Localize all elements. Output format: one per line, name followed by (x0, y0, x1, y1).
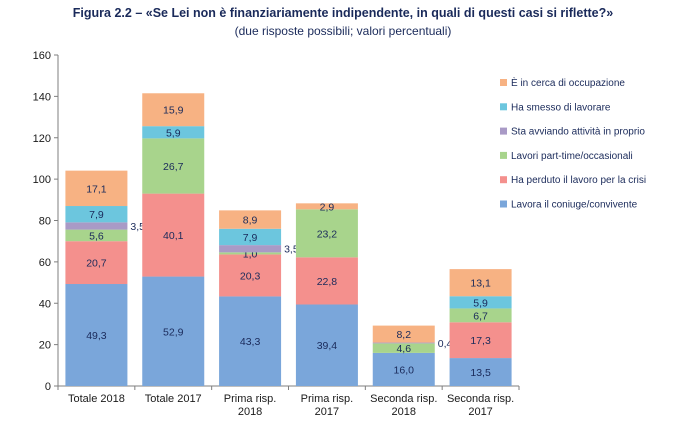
bar-segment (65, 170, 128, 207)
bar-segment (295, 209, 358, 258)
bar-segment (295, 257, 358, 305)
bar-segment (65, 206, 128, 223)
legend-label: È in cerca di occupazione (511, 76, 625, 89)
chart-bars: 49,3 20,7 5,6 3,5 7,9 17,1 52,9 40,1 26,7 5,9 15,9… (65, 93, 512, 386)
bar-segment (219, 252, 282, 255)
y-tick-label: 40 (39, 298, 51, 310)
bar-segment (372, 352, 435, 386)
bar-segment (65, 229, 128, 242)
data-label: 13,5 (470, 367, 491, 379)
y-tick-label: 0 (45, 381, 51, 393)
data-label: 8,2 (396, 329, 411, 341)
data-label: 20,7 (86, 258, 107, 270)
y-tick-label: 120 (33, 133, 51, 145)
bar-segment (219, 254, 282, 297)
x-tick-label: Totale 2018 (68, 393, 125, 405)
legend-swatch (500, 151, 507, 159)
data-label: 52,9 (163, 326, 184, 338)
legend-swatch (500, 127, 507, 135)
y-tick-label: 100 (33, 174, 51, 186)
chart-legend: È in cerca di occupazione Ha smesso di la… (500, 76, 646, 211)
data-label: 43,3 (240, 336, 261, 348)
y-tick-label: 80 (39, 216, 51, 228)
x-tick-label: Totale 2017 (145, 393, 202, 405)
data-label: 39,4 (317, 340, 338, 352)
data-label: 20,3 (240, 270, 261, 282)
legend-swatch (500, 79, 507, 86)
bar-segment (449, 308, 512, 323)
legend-label: Ha perduto il lavoro per la crisi (511, 175, 646, 186)
legend-label: Lavora il coniuge/convivente (511, 200, 638, 211)
chart-title: Figura 2.2 – «Se Lei non è finanziariame… (72, 6, 614, 20)
legend-swatch (500, 176, 507, 184)
bar-segment (449, 269, 512, 297)
legend-swatch (500, 103, 507, 111)
data-label: 22,8 (317, 276, 338, 288)
y-tick-label: 60 (39, 257, 51, 269)
data-label: 2,9 (320, 201, 335, 213)
bar-segment (449, 358, 512, 386)
bar-segment (295, 304, 358, 386)
bar-segment (449, 296, 512, 309)
bar-segment (65, 222, 128, 230)
bar-segment (372, 342, 435, 344)
legend-label: Lavori part-time/occasionali (511, 151, 633, 162)
data-label: 7,9 (89, 209, 104, 221)
bar-segment (65, 284, 128, 386)
x-tick-label: Prima risp. 2018 (224, 393, 277, 418)
data-label: 15,9 (163, 105, 184, 117)
data-label: 23,2 (317, 228, 338, 240)
bar-segment (219, 210, 282, 229)
data-label: 8,9 (243, 215, 258, 227)
data-label: 26,7 (163, 161, 184, 173)
chart-axes: 0 20 40 60 80 100 120 140 160 Totale 2018 Totale 2… (33, 50, 520, 418)
x-tick-label: Seconda risp. 2018 (370, 393, 437, 418)
bar-segment (142, 193, 205, 277)
data-label: 5,9 (166, 127, 181, 139)
bar-segment (142, 276, 205, 386)
data-label: 0,4 (438, 338, 453, 350)
data-label: 5,6 (89, 230, 104, 242)
bar-segment (142, 138, 205, 194)
bar-segment (65, 241, 128, 285)
data-label: 4,6 (396, 343, 411, 355)
data-label: 7,9 (243, 232, 258, 244)
data-label: 5,9 (473, 297, 488, 309)
y-tick-label: 140 (33, 91, 51, 103)
bar-segment (372, 325, 435, 343)
bar-segment (219, 245, 282, 253)
data-label: 6,7 (473, 310, 488, 322)
legend-swatch (500, 200, 507, 208)
legend-label: Sta avviando attività in proprio (511, 127, 645, 138)
data-label: 3,5 (130, 221, 145, 233)
data-label: 17,3 (470, 335, 491, 347)
bar-segment (142, 126, 205, 139)
data-label: 13,1 (470, 278, 491, 290)
x-tick-label: Prima risp. 2017 (301, 393, 354, 418)
data-label: 40,1 (163, 230, 184, 242)
bar-segment (295, 203, 358, 210)
y-tick-label: 20 (39, 340, 51, 352)
legend-label: Ha smesso di lavorare (511, 102, 611, 113)
y-tick-label: 160 (33, 50, 51, 62)
data-label: 3,5 (284, 244, 299, 256)
bar-segment (142, 93, 205, 127)
data-label: 17,1 (86, 183, 107, 195)
chart-subtitle: (due risposte possibili; valori percentu… (234, 24, 452, 38)
bar-segment (372, 343, 435, 353)
data-label: 49,3 (86, 330, 107, 342)
data-label: 16,0 (394, 364, 415, 376)
bar-segment (219, 296, 282, 386)
bar-segment (219, 228, 282, 246)
bar-segment (449, 322, 512, 359)
x-tick-label: Seconda risp. 2017 (447, 393, 514, 418)
